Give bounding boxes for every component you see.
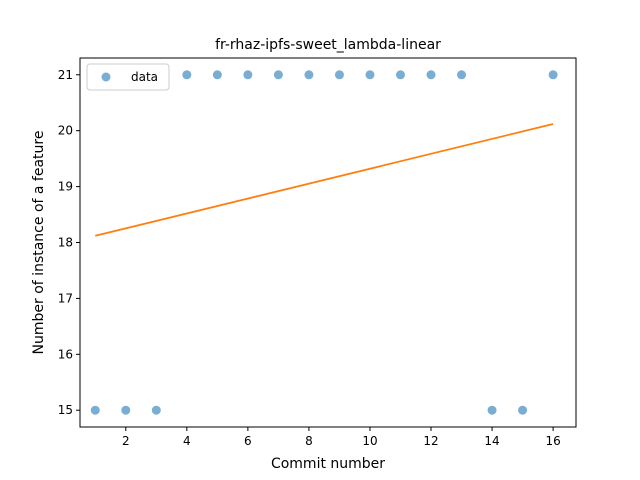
x-tick-label: 10 [362, 434, 377, 448]
y-tick-label: 16 [58, 347, 73, 361]
y-tick-label: 18 [58, 236, 73, 250]
y-tick-label: 20 [58, 124, 73, 138]
data-point [304, 70, 314, 80]
data-point [518, 405, 528, 415]
chart-title: fr-rhaz-ipfs-sweet_lambda-linear [215, 37, 441, 53]
x-tick-label: 14 [484, 434, 499, 448]
data-point [487, 405, 497, 415]
data-point [395, 70, 405, 80]
data-point [273, 70, 283, 80]
plot-frame [79, 57, 577, 428]
x-axis-label: Commit number [271, 456, 385, 472]
y-tick-label: 19 [58, 180, 73, 194]
x-tick-label: 8 [305, 434, 313, 448]
x-tick-label: 6 [244, 434, 252, 448]
data-point [426, 70, 436, 80]
data-point [243, 70, 253, 80]
data-point [457, 70, 467, 80]
x-tick-label: 12 [423, 434, 438, 448]
data-point [90, 405, 100, 415]
legend: data [86, 63, 170, 91]
data-point [548, 70, 558, 80]
x-tick-label: 2 [122, 434, 130, 448]
legend-box [86, 63, 170, 91]
data-point [182, 70, 192, 80]
y-tick-label: 15 [58, 403, 73, 417]
data-point [365, 70, 375, 80]
data-point [121, 405, 131, 415]
plot-area: 2 4 6 8 10 12 14 16 15 16 17 18 19 20 21 [58, 68, 561, 448]
fit-line [95, 123, 554, 237]
y-tick-label: 17 [58, 291, 73, 305]
legend-label-data: data [131, 70, 158, 84]
x-tick-label: 16 [545, 434, 560, 448]
legend-marker [101, 72, 111, 82]
data-point [151, 405, 161, 415]
y-axis-label: Number of instance of a feature [31, 131, 47, 355]
x-tick-label: 4 [183, 434, 191, 448]
data-point [334, 70, 344, 80]
y-tick-label: 21 [58, 68, 73, 82]
data-point [212, 70, 222, 80]
